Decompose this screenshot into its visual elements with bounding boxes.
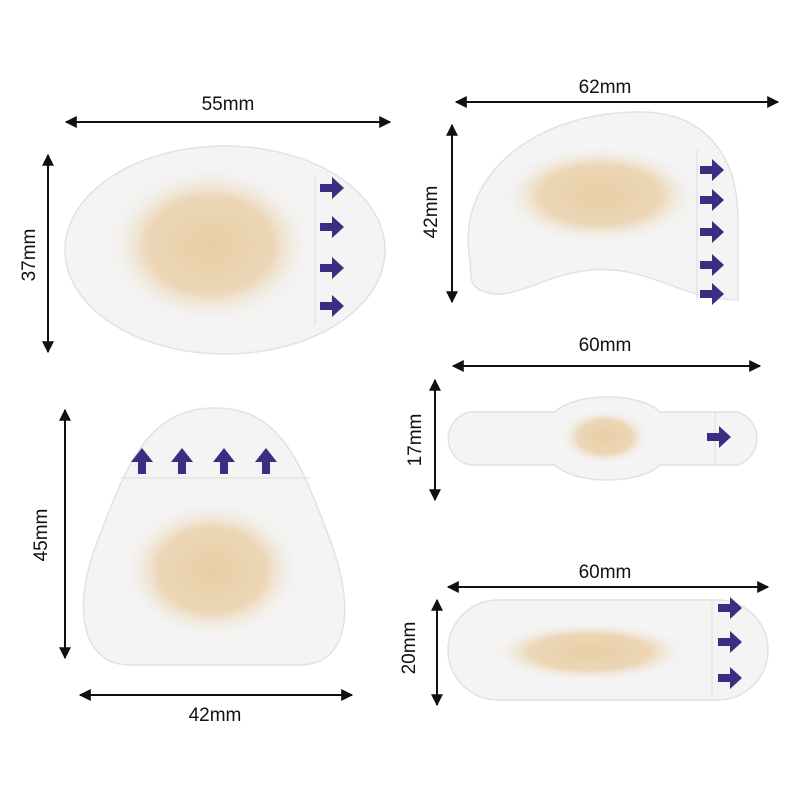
pill-patch: 60mm 20mm [399,562,770,707]
width-label: 55mm [202,94,255,115]
height-label: 17mm [405,414,426,467]
height-label: 20mm [399,622,420,675]
width-label: 60mm [579,335,632,356]
width-label: 62mm [579,77,632,98]
strip-patch: 60mm 17mm [405,335,762,502]
height-label: 42mm [421,186,442,239]
oval-patch: 55mm 37mm [19,94,392,355]
crescent-patch: 62mm 42mm [421,77,780,305]
width-label: 60mm [579,562,632,583]
width-label: 42mm [189,705,242,726]
height-label: 45mm [31,509,52,562]
height-label: 37mm [19,229,40,282]
triangle-patch: 45mm 42mm [31,407,354,726]
